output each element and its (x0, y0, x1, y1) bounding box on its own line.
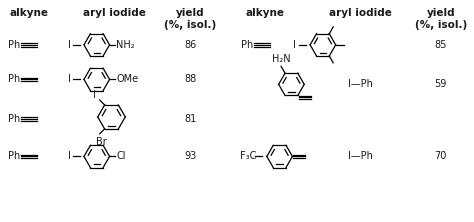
Text: Ph: Ph (241, 40, 254, 50)
Text: OMe: OMe (117, 74, 138, 84)
Text: 86: 86 (184, 40, 196, 50)
Text: H₂N: H₂N (272, 54, 291, 64)
Text: 88: 88 (184, 74, 196, 84)
Text: yield
(%, isol.): yield (%, isol.) (415, 8, 467, 30)
Text: 85: 85 (435, 40, 447, 50)
Text: Ph: Ph (8, 40, 20, 50)
Text: I: I (68, 40, 71, 50)
Text: alkyne: alkyne (9, 8, 48, 18)
Text: 81: 81 (184, 114, 196, 124)
Text: 93: 93 (184, 151, 196, 161)
Text: alkyne: alkyne (246, 8, 284, 18)
Text: Cl: Cl (117, 151, 126, 161)
Text: Ph: Ph (8, 114, 20, 124)
Text: I: I (68, 74, 71, 84)
Text: I—Ph: I—Ph (348, 151, 373, 161)
Text: 70: 70 (435, 151, 447, 161)
Text: aryl iodide: aryl iodide (329, 8, 392, 18)
Text: 59: 59 (435, 79, 447, 89)
Text: I: I (293, 40, 296, 50)
Text: Br: Br (96, 137, 107, 147)
Text: Ph: Ph (8, 151, 20, 161)
Text: I: I (93, 90, 96, 100)
Text: F₃C: F₃C (240, 151, 257, 161)
Text: Ph: Ph (8, 74, 20, 84)
Text: yield
(%, isol.): yield (%, isol.) (164, 8, 216, 30)
Text: NH₂: NH₂ (117, 40, 135, 50)
Text: aryl iodide: aryl iodide (83, 8, 146, 18)
Text: I: I (68, 151, 71, 161)
Text: I—Ph: I—Ph (348, 79, 373, 89)
